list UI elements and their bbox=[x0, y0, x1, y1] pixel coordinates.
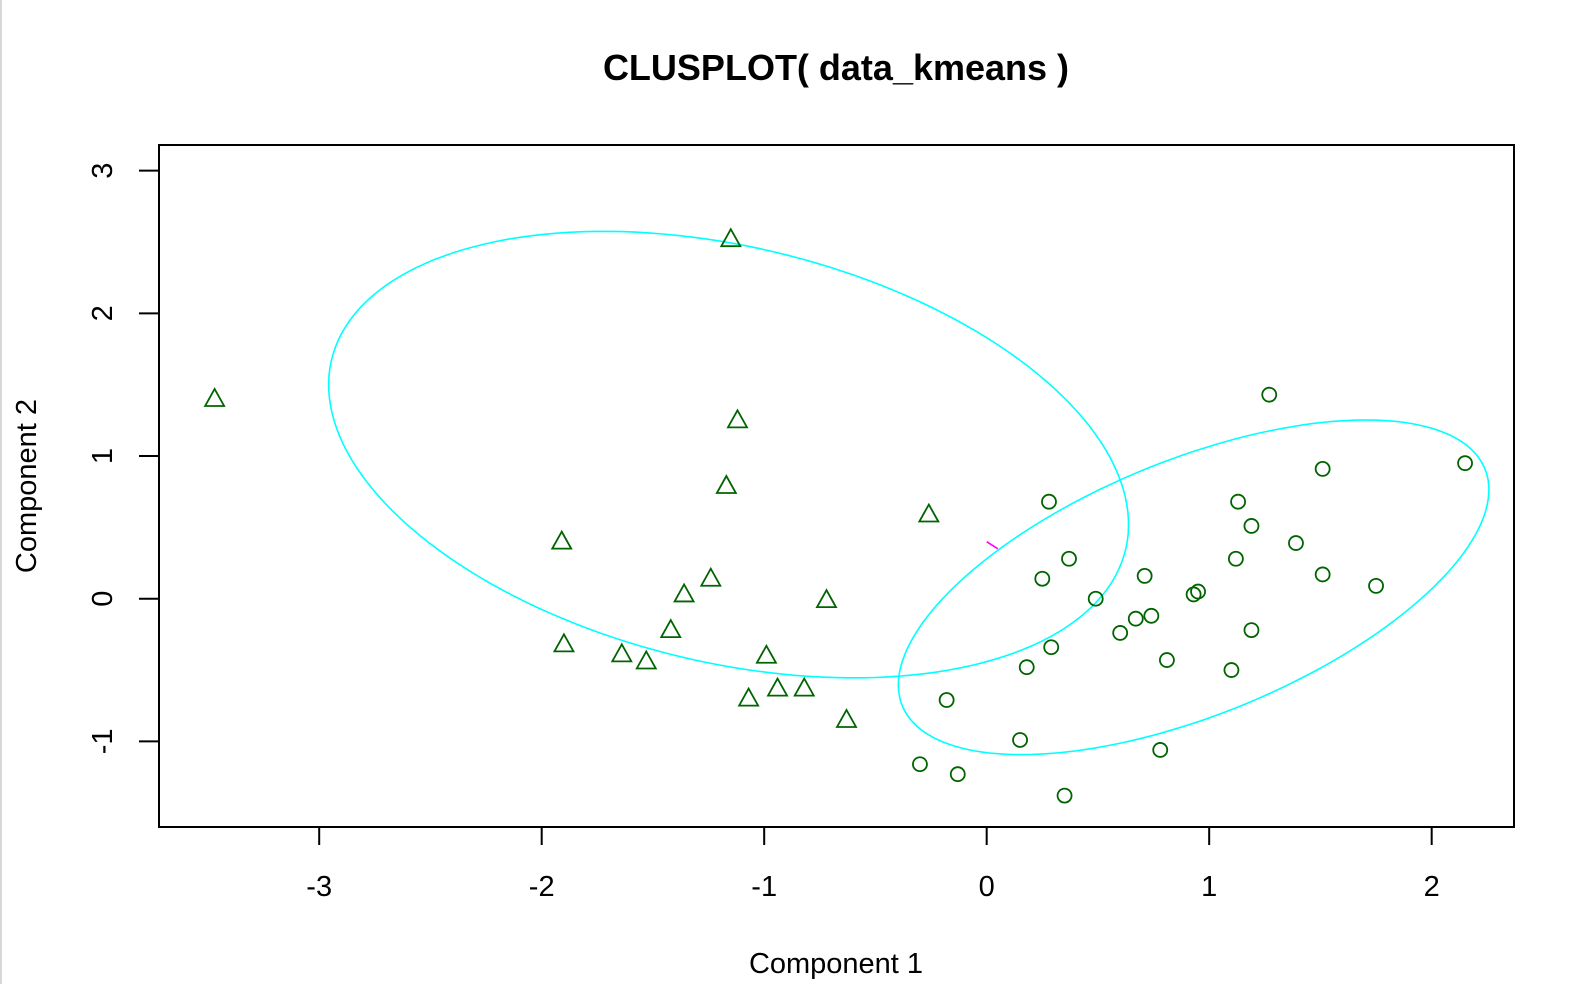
cluster-link-segment bbox=[986, 540, 999, 550]
cluster-ellipses bbox=[327, 230, 1490, 756]
circle-point bbox=[1143, 607, 1160, 624]
circle-point bbox=[1230, 493, 1247, 510]
circle-point bbox=[1227, 550, 1244, 567]
y-tick-label: 1 bbox=[87, 448, 119, 464]
window-left-border bbox=[0, 0, 2, 984]
circle-point bbox=[1041, 493, 1057, 510]
x-tick-label: -3 bbox=[306, 871, 332, 903]
circle-point bbox=[912, 756, 928, 773]
circle-point bbox=[1190, 583, 1206, 600]
y-tick-label: -1 bbox=[87, 728, 119, 754]
cluster-link bbox=[986, 540, 999, 550]
triangle-point bbox=[835, 708, 858, 728]
x-axis-label: Component 1 bbox=[749, 948, 923, 980]
circle-point bbox=[1056, 787, 1073, 804]
triangle-point bbox=[715, 474, 738, 494]
x-axis: -3 -2 -1 0 1 2 bbox=[306, 826, 1440, 903]
cluster-ellipse-2 bbox=[897, 419, 1490, 756]
triangle-point bbox=[719, 227, 742, 248]
y-tick-label: 2 bbox=[87, 305, 119, 321]
circle-point bbox=[1136, 567, 1153, 584]
circle-point bbox=[1061, 550, 1077, 567]
triangle-point bbox=[793, 676, 816, 697]
circle-point bbox=[1243, 622, 1260, 639]
cluster-ellipse-1 bbox=[327, 230, 1130, 679]
y-axis: -1 0 1 2 3 bbox=[87, 163, 160, 754]
triangle-point bbox=[917, 502, 940, 523]
circle-point bbox=[1223, 662, 1240, 678]
triangle-point bbox=[552, 632, 575, 653]
circle-point bbox=[1159, 652, 1175, 668]
circle-point bbox=[1112, 625, 1129, 641]
triangle-point bbox=[726, 408, 749, 429]
circle-point bbox=[1368, 577, 1384, 594]
data-points bbox=[203, 227, 1473, 804]
x-tick-label: 0 bbox=[979, 871, 995, 903]
x-tick-label: 2 bbox=[1424, 871, 1440, 903]
y-tick-label: 3 bbox=[87, 163, 119, 179]
circle-point bbox=[1043, 639, 1060, 656]
chart-title: CLUSPLOT( data_kmeans ) bbox=[603, 47, 1069, 88]
circle-point bbox=[1457, 455, 1473, 472]
triangle-point bbox=[673, 582, 696, 603]
circle-point bbox=[938, 692, 955, 708]
triangle-point bbox=[815, 588, 838, 609]
circle-point bbox=[1012, 732, 1028, 748]
triangle-point bbox=[550, 529, 573, 550]
plot-area-frame bbox=[158, 144, 1515, 828]
circle-point bbox=[1185, 586, 1202, 603]
circle-point bbox=[949, 766, 966, 783]
circle-point bbox=[1243, 518, 1260, 534]
triangle-point bbox=[737, 686, 760, 707]
circle-point bbox=[1314, 566, 1331, 583]
y-tick-label: 0 bbox=[87, 591, 119, 607]
triangle-point bbox=[203, 387, 226, 407]
y-axis-label: Component 2 bbox=[11, 399, 43, 573]
circle-point bbox=[1087, 590, 1104, 607]
circle-point bbox=[1261, 386, 1278, 403]
x-tick-label: 1 bbox=[1201, 871, 1217, 903]
triangle-point bbox=[635, 649, 658, 670]
circle-point bbox=[1314, 460, 1331, 477]
triangle-point bbox=[755, 643, 778, 664]
x-tick-label: -1 bbox=[751, 871, 777, 903]
triangle-point bbox=[659, 618, 682, 639]
x-tick-label: -2 bbox=[529, 871, 555, 903]
triangle-point bbox=[766, 676, 789, 697]
circle-point bbox=[1034, 570, 1051, 587]
circle-point bbox=[1288, 535, 1304, 551]
triangle-point bbox=[610, 642, 633, 663]
circle-point bbox=[1152, 742, 1169, 758]
circle-point bbox=[1018, 659, 1035, 676]
circle-point bbox=[1127, 610, 1144, 627]
triangle-point bbox=[699, 566, 722, 587]
